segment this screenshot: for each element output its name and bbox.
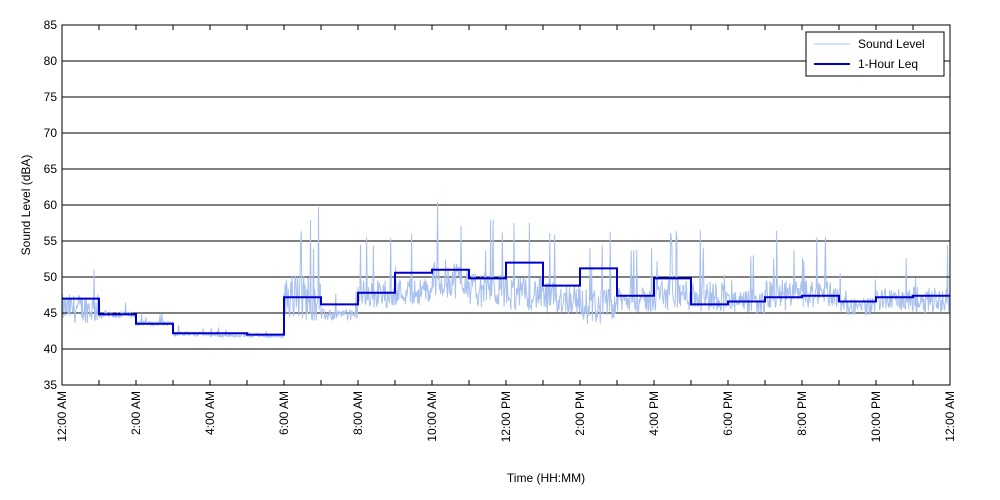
legend: Sound Level 1-Hour Leq [805, 31, 945, 77]
x-tick-label: 6:00 AM [277, 391, 291, 435]
x-tick-label: 12:00 AM [55, 391, 69, 442]
y-tick-label: 60 [44, 198, 58, 212]
x-axis-title: Time (HH:MM) [507, 471, 585, 485]
y-axis-title: Sound Level (dBA) [19, 155, 33, 256]
x-axis: 12:00 AM 2:00 AM 4:00 AM 6:00 AM 8:00 AM 10:0… [55, 25, 957, 442]
y-tick-label: 65 [44, 162, 58, 176]
y-tick-label: 45 [44, 306, 58, 320]
x-tick-label: 12:00 AM [943, 391, 957, 442]
x-tick-label: 12:00 PM [499, 391, 513, 442]
y-tick-label: 55 [44, 234, 58, 248]
y-axis: 35 40 45 50 55 60 65 70 75 80 85 [44, 18, 950, 392]
x-tick-label: 10:00 PM [869, 391, 883, 442]
x-tick-label: 8:00 PM [795, 391, 809, 436]
x-tick-label: 8:00 AM [351, 391, 365, 435]
x-tick-label: 2:00 AM [129, 391, 143, 435]
y-tick-label: 80 [44, 54, 58, 68]
x-tick-label: 4:00 AM [203, 391, 217, 435]
legend-label-sound-level: Sound Level [858, 37, 925, 51]
y-tick-label: 75 [44, 90, 58, 104]
x-tick-label: 10:00 AM [425, 391, 439, 442]
y-tick-label: 85 [44, 18, 58, 32]
legend-box [805, 31, 945, 77]
y-tick-label: 40 [44, 342, 58, 356]
leq-series [62, 261, 950, 336]
x-tick-label: 2:00 PM [573, 391, 587, 436]
y-tick-label: 50 [44, 270, 58, 284]
grid-lines [62, 60, 950, 350]
x-tick-label: 6:00 PM [721, 391, 735, 436]
leq-step-line [62, 261, 950, 336]
legend-label-leq: 1-Hour Leq [858, 57, 918, 71]
y-tick-label: 70 [44, 126, 58, 140]
x-tick-label: 4:00 PM [647, 391, 661, 436]
y-tick-label: 35 [44, 378, 58, 392]
